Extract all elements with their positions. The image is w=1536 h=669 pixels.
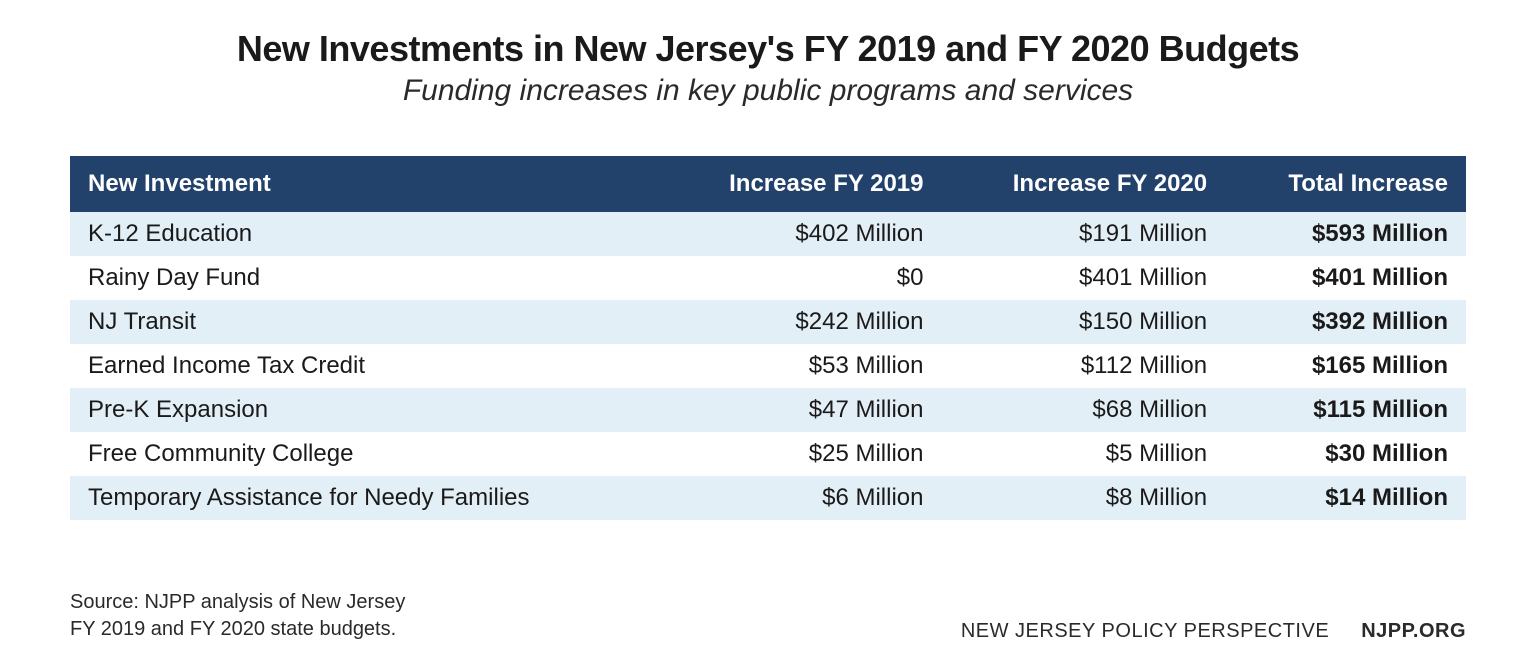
cell-name: Rainy Day Fund bbox=[70, 256, 658, 300]
brand-block: NEW JERSEY POLICY PERSPECTIVE NJPP.ORG bbox=[961, 620, 1466, 643]
table-row: Temporary Assistance for Needy Families … bbox=[70, 476, 1466, 520]
col-header-total: Total Increase bbox=[1225, 156, 1466, 212]
source-note: Source: NJPP analysis of New Jersey FY 2… bbox=[70, 589, 405, 643]
cell-fy2020: $8 Million bbox=[942, 476, 1226, 520]
cell-total: $14 Million bbox=[1225, 476, 1466, 520]
table-row: NJ Transit $242 Million $150 Million $39… bbox=[70, 300, 1466, 344]
cell-fy2019: $6 Million bbox=[658, 476, 942, 520]
page-subtitle: Funding increases in key public programs… bbox=[70, 74, 1466, 108]
cell-fy2020: $112 Million bbox=[942, 344, 1226, 388]
cell-name: K-12 Education bbox=[70, 212, 658, 256]
cell-total: $30 Million bbox=[1225, 432, 1466, 476]
cell-name: Free Community College bbox=[70, 432, 658, 476]
cell-fy2020: $150 Million bbox=[942, 300, 1226, 344]
cell-name: NJ Transit bbox=[70, 300, 658, 344]
cell-total: $593 Million bbox=[1225, 212, 1466, 256]
cell-fy2020: $68 Million bbox=[942, 388, 1226, 432]
org-name: NEW JERSEY POLICY PERSPECTIVE bbox=[961, 620, 1329, 642]
cell-fy2020: $5 Million bbox=[942, 432, 1226, 476]
table-body: K-12 Education $402 Million $191 Million… bbox=[70, 212, 1466, 520]
col-header-investment: New Investment bbox=[70, 156, 658, 212]
table-row: Pre-K Expansion $47 Million $68 Million … bbox=[70, 388, 1466, 432]
cell-total: $401 Million bbox=[1225, 256, 1466, 300]
cell-name: Temporary Assistance for Needy Families bbox=[70, 476, 658, 520]
table-row: Rainy Day Fund $0 $401 Million $401 Mill… bbox=[70, 256, 1466, 300]
cell-fy2019: $0 bbox=[658, 256, 942, 300]
cell-total: $165 Million bbox=[1225, 344, 1466, 388]
cell-fy2019: $402 Million bbox=[658, 212, 942, 256]
cell-total: $392 Million bbox=[1225, 300, 1466, 344]
investments-table: New Investment Increase FY 2019 Increase… bbox=[70, 156, 1466, 520]
cell-total: $115 Million bbox=[1225, 388, 1466, 432]
cell-name: Earned Income Tax Credit bbox=[70, 344, 658, 388]
cell-fy2020: $191 Million bbox=[942, 212, 1226, 256]
cell-name: Pre-K Expansion bbox=[70, 388, 658, 432]
table-row: Free Community College $25 Million $5 Mi… bbox=[70, 432, 1466, 476]
table-row: K-12 Education $402 Million $191 Million… bbox=[70, 212, 1466, 256]
org-url: NJPP.ORG bbox=[1361, 620, 1466, 642]
source-line-1: Source: NJPP analysis of New Jersey bbox=[70, 589, 405, 616]
cell-fy2019: $242 Million bbox=[658, 300, 942, 344]
source-line-2: FY 2019 and FY 2020 state budgets. bbox=[70, 616, 405, 643]
col-header-fy2019: Increase FY 2019 bbox=[658, 156, 942, 212]
table-row: Earned Income Tax Credit $53 Million $11… bbox=[70, 344, 1466, 388]
cell-fy2019: $53 Million bbox=[658, 344, 942, 388]
cell-fy2019: $47 Million bbox=[658, 388, 942, 432]
table-header-row: New Investment Increase FY 2019 Increase… bbox=[70, 156, 1466, 212]
cell-fy2019: $25 Million bbox=[658, 432, 942, 476]
page-title: New Investments in New Jersey's FY 2019 … bbox=[70, 28, 1466, 70]
footer: Source: NJPP analysis of New Jersey FY 2… bbox=[70, 589, 1466, 643]
col-header-fy2020: Increase FY 2020 bbox=[942, 156, 1226, 212]
cell-fy2020: $401 Million bbox=[942, 256, 1226, 300]
